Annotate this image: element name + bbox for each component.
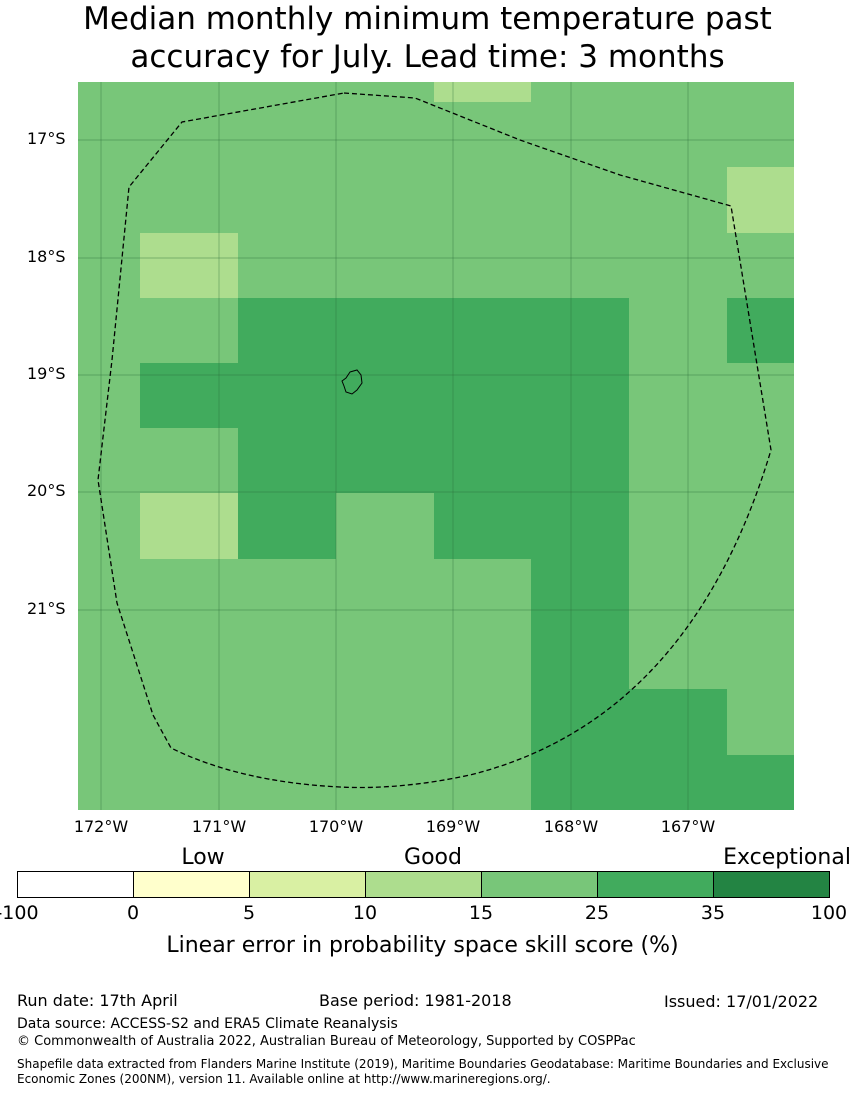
grid-cell bbox=[727, 298, 794, 363]
lon-label: 168°W bbox=[543, 817, 599, 836]
colorbar-swatch bbox=[365, 871, 482, 898]
grid-cell bbox=[140, 363, 238, 428]
copyright: © Commonwealth of Australia 2022, Austra… bbox=[17, 1034, 636, 1049]
colorbar-category-good: Good bbox=[404, 845, 462, 870]
lon-label: 169°W bbox=[425, 817, 481, 836]
colorbar-swatch bbox=[133, 871, 250, 898]
colorbar-tick: 0 bbox=[126, 902, 140, 924]
colorbar-swatch bbox=[249, 871, 366, 898]
lat-label: 21°S bbox=[27, 599, 66, 618]
colorbar-label: Linear error in probability space skill … bbox=[166, 933, 679, 958]
colorbar-category-exceptional: Exceptional bbox=[723, 845, 851, 870]
map-title: Median monthly minimum temperature past … bbox=[0, 0, 855, 76]
lon-label: 171°W bbox=[191, 817, 247, 836]
grid-cell bbox=[434, 493, 629, 559]
run-date: Run date: 17th April bbox=[17, 991, 178, 1010]
colorbar-tick: 100 bbox=[810, 902, 848, 924]
grid-cell bbox=[238, 493, 336, 559]
colorbar-swatch bbox=[17, 871, 134, 898]
title-line-2: accuracy for July. Lead time: 3 months bbox=[130, 39, 725, 75]
colorbar-tick: 10 bbox=[352, 902, 378, 924]
lon-label: 167°W bbox=[660, 817, 716, 836]
colorbar-tick: 35 bbox=[700, 902, 726, 924]
colorbar-tick: 15 bbox=[468, 902, 494, 924]
lon-label: 172°W bbox=[73, 817, 129, 836]
lat-label: 18°S bbox=[27, 247, 66, 266]
issued-date: Issued: 17/01/2022 bbox=[664, 992, 819, 1011]
grid-cell bbox=[434, 82, 531, 102]
colorbar-swatch bbox=[481, 871, 598, 898]
shapefile-credit: Shapefile data extracted from Flanders M… bbox=[17, 1057, 829, 1086]
grid-cell bbox=[531, 559, 629, 810]
title-line-1: Median monthly minimum temperature past bbox=[83, 1, 772, 37]
data-source: Data source: ACCESS-S2 and ERA5 Climate … bbox=[17, 1016, 398, 1032]
colorbar-tick: 5 bbox=[242, 902, 256, 924]
colorbar-category-low: Low bbox=[181, 845, 225, 870]
colorbar-swatch bbox=[713, 871, 830, 898]
colorbar-tick: -100 bbox=[0, 902, 39, 924]
grid-cell bbox=[727, 167, 794, 233]
island-outline bbox=[341, 369, 363, 395]
grid-cell bbox=[140, 233, 238, 298]
lat-label: 20°S bbox=[27, 481, 66, 500]
grid-cell bbox=[629, 689, 727, 810]
base-period: Base period: 1981-2018 bbox=[319, 991, 512, 1010]
grid-cell bbox=[238, 298, 629, 493]
lon-label: 170°W bbox=[308, 817, 364, 836]
grid-cell bbox=[140, 493, 238, 559]
gridlines bbox=[78, 82, 794, 810]
colorbar-swatch bbox=[597, 871, 714, 898]
lat-label: 17°S bbox=[27, 129, 66, 148]
grid-cell bbox=[727, 755, 794, 810]
colorbar-tick: 25 bbox=[584, 902, 610, 924]
lat-label: 19°S bbox=[27, 364, 66, 383]
eez-boundary bbox=[97, 92, 772, 789]
